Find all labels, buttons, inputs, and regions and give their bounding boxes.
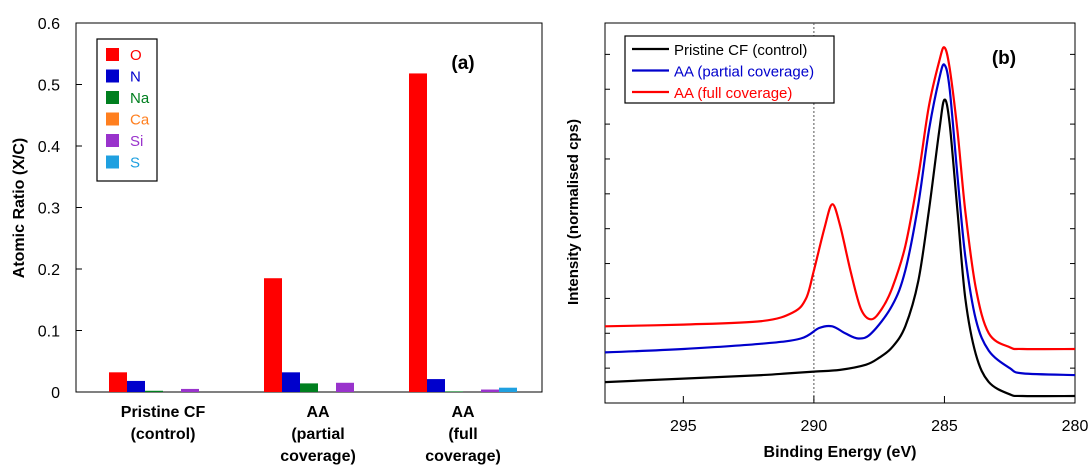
bar-n [427, 379, 445, 392]
legend-label-b-2: AA (full coverage) [674, 85, 792, 102]
axis-ticks-b: 295 290 285 280 [605, 53, 1089, 435]
legend-label-ca: Ca [130, 112, 150, 129]
bar-n [127, 380, 145, 392]
legend-swatch-na [106, 91, 119, 104]
x-category-label-a: AA [306, 404, 330, 421]
panel-label-a: (a) [451, 53, 474, 74]
legend-label-o: O [130, 47, 142, 64]
x-category-labels-a: Pristine CF (control) AA (partial coverage) A… [121, 404, 501, 465]
y-axis-label-b: Intensity (normalised cps) [565, 119, 582, 305]
y-tick-label-a: 0.4 [38, 139, 60, 156]
x-tick-label-b: 280 [1062, 418, 1089, 435]
x-tick-label-b: 295 [670, 418, 697, 435]
legend-label-s: S [130, 155, 140, 172]
y-tick-label-a: 0 [51, 385, 60, 402]
spectra-lines-b [604, 46, 1076, 398]
x-category-label-a: (full [448, 426, 477, 443]
legend-swatch-o [106, 48, 119, 61]
legend-swatch-ca [106, 112, 119, 126]
x-tick-label-b: 290 [801, 418, 828, 435]
bar-na [300, 383, 318, 392]
bar-na [445, 391, 463, 392]
x-tick-label-b: 285 [931, 418, 958, 435]
bar-si [481, 389, 499, 392]
bar-n [282, 372, 300, 392]
y-tick-label-a: 0.1 [38, 324, 60, 341]
legend-b: Pristine CF (control) AA (partial coverag… [624, 35, 835, 104]
y-axis-ticks-a: 0 0.1 0.2 0.3 0.4 0.5 0.6 [38, 16, 82, 402]
x-category-label-a: AA [451, 404, 475, 421]
bar-si [336, 382, 354, 392]
bar-o [264, 278, 282, 392]
panel-label-b: (b) [992, 48, 1016, 69]
legend-swatch-si [106, 134, 119, 147]
x-category-label-a: (control) [131, 426, 196, 443]
legend-label-b-1: AA (partial coverage) [674, 64, 814, 81]
y-tick-label-a: 0.5 [38, 78, 60, 95]
plot-frame-b [604, 22, 1076, 404]
x-axis-label-b: Binding Energy (eV) [764, 444, 917, 461]
bars-a [109, 73, 517, 393]
bar-o [109, 372, 127, 392]
legend-label-si: Si [130, 133, 143, 150]
panel-a-bar-chart: 0 0.1 0.2 0.3 0.4 0.5 0.6 Pristine CF (control)… [11, 16, 543, 465]
series-line-0 [604, 98, 1076, 398]
x-category-label-a: (partial [291, 426, 344, 443]
legend-label-b-0: Pristine CF (control) [674, 42, 807, 59]
bar-na [145, 390, 163, 392]
legend-swatch-n [106, 69, 119, 83]
legend-label-n: N [130, 69, 141, 86]
series-line-1 [604, 63, 1076, 377]
y-tick-label-a: 0.6 [38, 16, 60, 33]
panel-b-line-chart: 295 290 285 280 Binding Energy (eV) Intensi… [565, 22, 1089, 461]
y-tick-label-a: 0.2 [38, 262, 60, 279]
series-line-2 [604, 46, 1076, 351]
legend-swatch-s [106, 155, 119, 169]
y-axis-label-a: Atomic Ratio (X/C) [11, 138, 28, 278]
y-tick-label-a: 0.3 [38, 201, 60, 218]
x-category-label-a: coverage) [425, 448, 501, 465]
legend-label-na: Na [130, 90, 150, 107]
bar-o [409, 73, 427, 393]
legend-a: ON Na Ca Si S [96, 38, 158, 182]
x-category-label-a: Pristine CF [121, 404, 206, 421]
x-category-label-a: coverage) [280, 448, 356, 465]
bar-si [181, 388, 199, 392]
bar-s [499, 387, 517, 392]
